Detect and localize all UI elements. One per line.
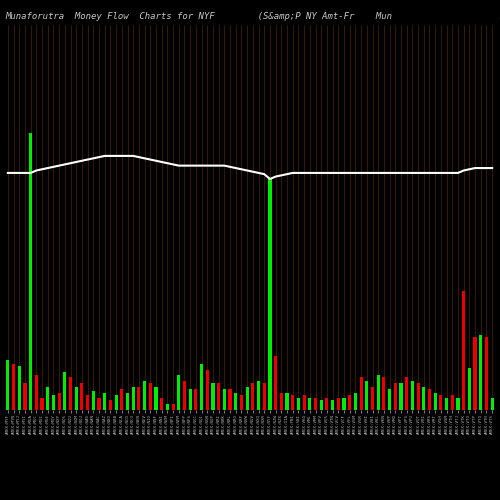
- Bar: [18, 366, 21, 410]
- Bar: [74, 387, 78, 410]
- Bar: [365, 381, 368, 410]
- Bar: [166, 404, 169, 410]
- Bar: [183, 381, 186, 410]
- Bar: [24, 383, 26, 410]
- Bar: [98, 398, 100, 410]
- Bar: [371, 387, 374, 410]
- Bar: [468, 368, 471, 410]
- Bar: [474, 337, 476, 410]
- Bar: [314, 398, 317, 410]
- Bar: [405, 378, 408, 410]
- Bar: [479, 335, 482, 410]
- Bar: [382, 378, 386, 410]
- Bar: [126, 392, 129, 410]
- Bar: [450, 394, 454, 410]
- Bar: [308, 398, 312, 410]
- Bar: [428, 389, 431, 410]
- Bar: [388, 389, 391, 410]
- Bar: [86, 394, 89, 410]
- Bar: [58, 392, 60, 410]
- Bar: [109, 400, 112, 410]
- Bar: [240, 394, 243, 410]
- Bar: [177, 376, 180, 410]
- Bar: [416, 383, 420, 410]
- Bar: [331, 400, 334, 410]
- Bar: [348, 394, 352, 410]
- Bar: [297, 398, 300, 410]
- Bar: [194, 389, 198, 410]
- Bar: [160, 398, 164, 410]
- Bar: [29, 133, 32, 410]
- Bar: [274, 356, 277, 410]
- Bar: [223, 389, 226, 410]
- Bar: [400, 383, 402, 410]
- Bar: [490, 398, 494, 410]
- Bar: [376, 376, 380, 410]
- Bar: [103, 392, 106, 410]
- Bar: [268, 179, 272, 410]
- Bar: [206, 370, 209, 410]
- Bar: [217, 383, 220, 410]
- Bar: [246, 387, 248, 410]
- Bar: [291, 394, 294, 410]
- Bar: [148, 383, 152, 410]
- Bar: [394, 383, 397, 410]
- Bar: [228, 389, 232, 410]
- Bar: [360, 378, 362, 410]
- Bar: [434, 392, 436, 410]
- Bar: [286, 392, 288, 410]
- Bar: [456, 398, 460, 410]
- Bar: [69, 378, 72, 410]
- Bar: [132, 387, 135, 410]
- Bar: [40, 398, 43, 410]
- Bar: [188, 389, 192, 410]
- Bar: [262, 383, 266, 410]
- Bar: [411, 381, 414, 410]
- Text: Munaforutra  Money Flow  Charts for NYF        (S&amp;P NY Amt-Fr    Mun        : Munaforutra Money Flow Charts for NYF (S…: [5, 12, 500, 22]
- Bar: [35, 376, 38, 410]
- Bar: [12, 364, 15, 410]
- Bar: [462, 290, 465, 410]
- Bar: [52, 394, 55, 410]
- Bar: [354, 392, 357, 410]
- Bar: [143, 381, 146, 410]
- Bar: [80, 383, 84, 410]
- Bar: [200, 364, 203, 410]
- Bar: [114, 394, 117, 410]
- Bar: [422, 387, 426, 410]
- Bar: [485, 337, 488, 410]
- Bar: [342, 398, 345, 410]
- Bar: [64, 372, 66, 410]
- Bar: [445, 398, 448, 410]
- Bar: [257, 381, 260, 410]
- Bar: [92, 391, 95, 410]
- Bar: [46, 387, 50, 410]
- Bar: [120, 389, 124, 410]
- Bar: [212, 383, 214, 410]
- Bar: [320, 400, 323, 410]
- Bar: [6, 360, 10, 410]
- Bar: [154, 387, 158, 410]
- Bar: [280, 392, 283, 410]
- Bar: [336, 398, 340, 410]
- Bar: [234, 392, 237, 410]
- Bar: [172, 404, 174, 410]
- Bar: [302, 394, 306, 410]
- Bar: [440, 394, 442, 410]
- Bar: [252, 383, 254, 410]
- Bar: [326, 398, 328, 410]
- Bar: [138, 387, 140, 410]
